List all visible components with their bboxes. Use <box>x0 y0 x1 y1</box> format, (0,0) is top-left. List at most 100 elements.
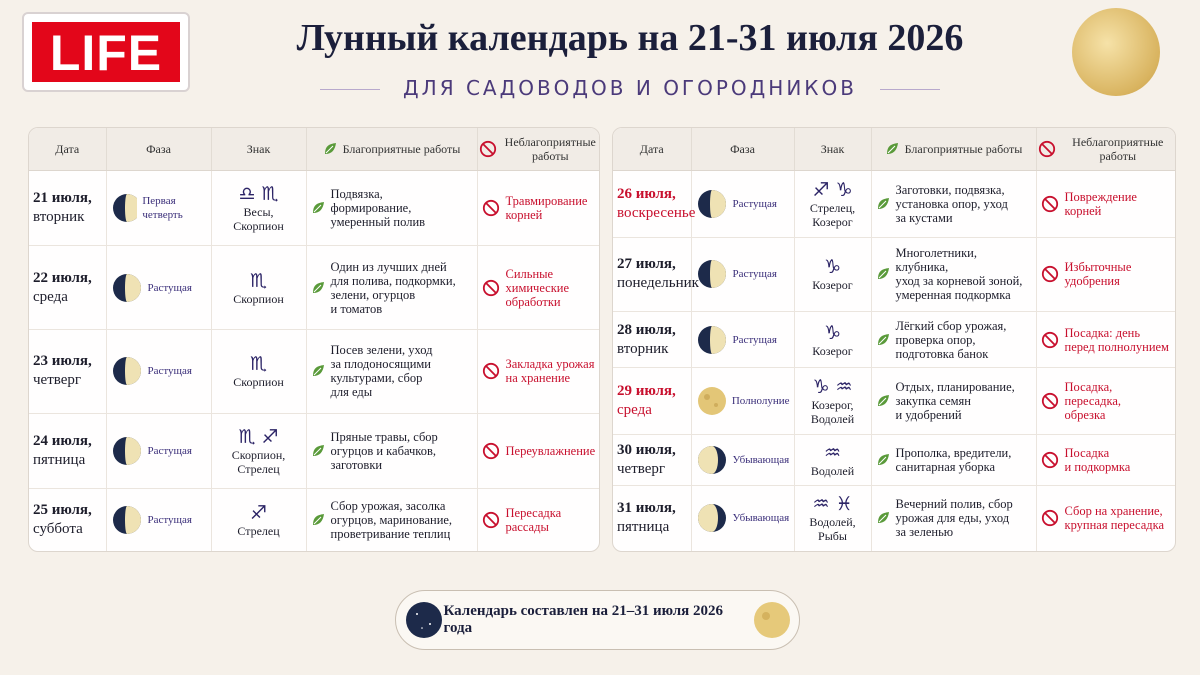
sign-cell: ♎︎ ♏︎ Весы, Скорпион <box>211 170 307 247</box>
zodiac-symbols: ♑︎ ♒︎ <box>812 375 853 398</box>
good: Подвязка, формирование, умеренный полив <box>311 187 473 229</box>
phase: Растущая <box>696 188 790 220</box>
leaf-icon <box>324 143 336 154</box>
subtitle: ДЛЯ САДОВОДОВ И ОГОРОДНИКОВ <box>320 76 940 100</box>
leaf-icon <box>877 197 889 209</box>
zodiac-symbols: ♎︎ ♏︎ <box>238 183 279 206</box>
bad-text: Пересадка рассады <box>505 505 562 534</box>
sign-name: Скорпион <box>233 291 284 306</box>
sign-name: Скорпион <box>233 375 284 390</box>
ban-icon <box>482 511 499 529</box>
bad-cell: Пересадка рассады <box>477 488 599 551</box>
ban-icon <box>482 279 499 296</box>
sign-name: Водолей, Рыбы <box>809 515 856 544</box>
day-row: 25 июля, суббота Растущая ♐︎ Стрелец Сбор уро… <box>29 488 599 551</box>
date: 31 июля, <box>617 500 676 517</box>
good: Заготовки, подвязка, установка опор, ухо… <box>876 183 1032 225</box>
date: 29 июля, <box>617 382 676 399</box>
day-row: 31 июля, пятница Убывающая ♒︎ ♓︎ Водолей, Ры… <box>613 485 1175 551</box>
ban-icon <box>479 140 496 158</box>
day-row: 21 июля, вторник Первая четверть ♎︎ ♏︎ Весы,… <box>29 170 599 247</box>
header-cell: Неблагоприятные работы <box>1038 135 1175 163</box>
sign-cell: ♏︎ Скорпион <box>211 245 307 330</box>
phase: Растущая <box>111 504 207 536</box>
phase: Растущая <box>111 435 207 467</box>
day-row: 26 июля, воскресенье Растущая ♐︎ ♑︎ Стрелец,… <box>613 170 1175 238</box>
bad-text: Сильные химические обработки <box>505 266 570 309</box>
header-text: Фаза <box>146 142 171 156</box>
ban-icon <box>1041 510 1058 527</box>
bad: Посадка: день перед полнолунием <box>1041 326 1172 354</box>
ban-icon <box>1041 195 1058 212</box>
header-text: Благоприятные работы <box>342 142 461 156</box>
leaf-icon <box>312 281 324 293</box>
moon-phase-icon <box>697 386 726 415</box>
column-header: Дата <box>613 128 692 171</box>
bad: Пересадка рассады <box>482 506 596 534</box>
leaf-icon <box>886 143 898 154</box>
title: Лунный календарь на 21-31 июля 2026 <box>296 17 964 59</box>
date-cell: 26 июля, воскресенье <box>613 170 695 238</box>
bad: Посадка и подкормка <box>1041 446 1172 474</box>
column-header: Дата <box>29 128 107 171</box>
bad-cell: Закладка урожая на хранение <box>477 329 599 414</box>
phase-label: Полнолуние <box>731 394 790 407</box>
good-cell: Отдых, планирование, закупка семян и удо… <box>871 367 1037 435</box>
bad-text: Посадка: день перед полнолунием <box>1064 325 1169 354</box>
phase: Убывающая <box>696 502 790 534</box>
phase-cell: Растущая <box>106 245 212 330</box>
sign-cell: ♒︎ Водолей <box>794 434 872 486</box>
header-text: Знак <box>820 142 845 156</box>
header-cell: Неблагоприятные работы <box>479 135 599 163</box>
sign-name: Козерог <box>812 278 853 293</box>
leaf-icon <box>877 512 889 524</box>
bad-cell: Переувлажнение <box>477 413 599 489</box>
header-text: Знак <box>246 142 271 156</box>
footer-text: Календарь составлен на 21–31 июля 2026 г… <box>443 603 724 636</box>
column-header: Знак <box>211 128 307 171</box>
phase-label: Растущая <box>147 281 192 294</box>
good-text: Лёгкий сбор урожая, проверка опор, подго… <box>895 318 1007 361</box>
good-text: Сбор урожая, засолка огурцов, мариновани… <box>330 498 453 541</box>
header-row: Дата Фаза Знак Благоприятные работы Неблагоп… <box>29 128 599 171</box>
phase: Растущая <box>111 355 207 387</box>
good-text: Отдых, планирование, закупка семян и удо… <box>895 379 1015 422</box>
day-row: 23 июля, четверг Растущая ♏︎ Скорпион Посев з… <box>29 329 599 414</box>
sign-name: Весы, Скорпион <box>233 205 284 234</box>
good: Лёгкий сбор урожая, проверка опор, подго… <box>876 319 1032 361</box>
phase-label: Растущая <box>147 444 192 457</box>
sign-name: Скорпион, Стрелец <box>231 447 286 476</box>
bad-text: Избыточные удобрения <box>1064 260 1132 289</box>
bad: Сбор на хранение, крупная пересадка <box>1041 504 1172 532</box>
good: Прополка, вредители, санитарная уборка <box>876 446 1032 474</box>
header-text: Фаза <box>730 142 755 156</box>
date: 27 июля, <box>617 256 676 273</box>
sign-cell: ♑︎ Козерог <box>794 237 872 312</box>
weekday: четверг <box>33 372 82 389</box>
date: 26 июля, <box>617 185 676 202</box>
zodiac-symbols: ♏︎ <box>249 353 268 376</box>
header-text: Неблагоприятные работы <box>1072 135 1164 163</box>
zodiac-symbols: ♏︎ ♐︎ <box>238 425 279 448</box>
phase-label: Растущая <box>732 197 777 210</box>
phase: Растущая <box>111 272 207 304</box>
bad-text: Травмирование корней <box>505 194 588 223</box>
phase: Полнолуние <box>696 385 790 417</box>
bad-cell: Посадка: день перед полнолунием <box>1036 311 1175 369</box>
moon-icon <box>753 602 790 638</box>
date-cell: 30 июля, четверг <box>613 434 692 486</box>
bad-cell: Травмирование корней <box>477 170 599 247</box>
zodiac-symbols: ♏︎ <box>249 269 268 292</box>
moon-decoration <box>1072 8 1160 96</box>
day-row: 30 июля, четверг Убывающая ♒︎ Водолей Прополк… <box>613 434 1175 486</box>
date: 28 июля, <box>617 321 676 338</box>
phase-cell: Первая четверть <box>106 170 212 247</box>
leaf-icon <box>877 333 889 345</box>
phase-label: Первая четверть <box>142 195 183 222</box>
phase-cell: Растущая <box>106 488 212 551</box>
zodiac-symbols: ♐︎ ♑︎ <box>812 178 853 201</box>
sign-cell: ♑︎ Козерог <box>794 311 872 369</box>
bad: Травмирование корней <box>482 194 596 222</box>
leaf-icon <box>312 444 324 456</box>
weekday: среда <box>617 401 652 418</box>
